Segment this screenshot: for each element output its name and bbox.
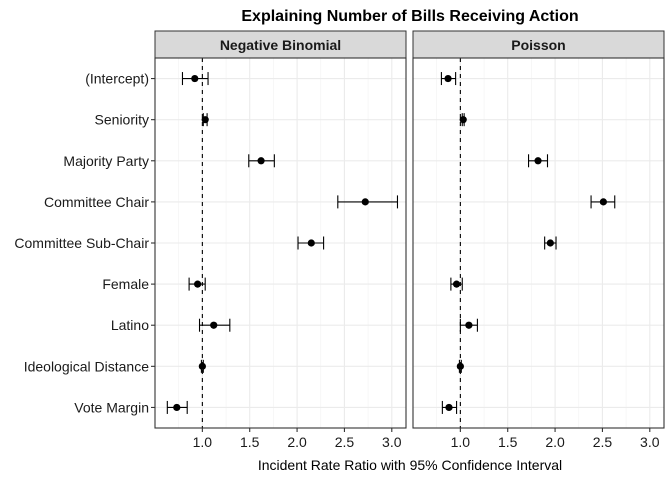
point-intercept — [444, 74, 452, 83]
panel-poisson: Poisson 1.0 1.5 2.0 2.5 3.0 — [412, 30, 665, 450]
strip-label-poisson: Poisson — [511, 37, 565, 53]
y-tick-label-ideological-distance: Ideological Distance — [24, 358, 150, 374]
panel-border — [412, 57, 665, 429]
x-tick-label: 1.0 — [451, 434, 471, 450]
x-tick-label: 3.0 — [640, 434, 660, 450]
point-committee-sub-chair — [307, 239, 315, 247]
point-ideological-distance — [198, 362, 206, 370]
x-tick-label: 3.0 — [382, 434, 402, 450]
facet-panels: Negative Binomial 1.0 1.5 2.0 2.5 3.0 Poisson 1… — [154, 30, 665, 450]
y-axis: (Intercept) Seniority Majority Party Commit… — [14, 71, 155, 415]
strip-label-negative-binomial: Negative Binomial — [220, 37, 341, 53]
x-axis-title: Incident Rate Ratio with 95% Confidence … — [258, 457, 562, 473]
x-tick-label: 1.0 — [193, 434, 213, 450]
chart-title: Explaining Number of Bills Receiving Act… — [241, 8, 578, 25]
point-committee-sub-chair — [546, 239, 554, 247]
point-seniority — [201, 116, 209, 124]
x-tick-label: 2.5 — [335, 434, 355, 450]
y-tick-label-intercept: (Intercept) — [85, 71, 149, 87]
point-ideological-distance — [456, 362, 464, 370]
point-female — [194, 280, 202, 288]
x-tick-label: 2.5 — [593, 434, 613, 450]
point-female — [452, 280, 461, 288]
y-tick-label-latino: Latino — [111, 317, 149, 333]
x-tick-label: 2.0 — [287, 434, 307, 450]
point-majority-party — [534, 157, 542, 165]
x-tick-label: 1.5 — [240, 434, 260, 450]
y-tick-label-committee-chair: Committee Chair — [44, 194, 149, 210]
y-tick-label-committee-sub-chair: Committee Sub-Chair — [14, 235, 149, 251]
point-majority-party — [257, 157, 265, 165]
point-committee-chair — [599, 198, 607, 206]
x-tick-label: 1.5 — [498, 434, 518, 450]
y-tick-label-majority-party: Majority Party — [63, 153, 149, 169]
strip-negative-binomial — [154, 30, 407, 59]
point-vote-margin — [445, 403, 453, 412]
strip-poisson — [412, 30, 665, 59]
x-tick-label: 2.0 — [545, 434, 565, 450]
point-seniority — [459, 116, 467, 124]
point-latino — [210, 321, 218, 329]
point-vote-margin — [173, 403, 181, 412]
y-tick-label-vote-margin: Vote Margin — [74, 399, 149, 415]
y-tick-label-female: Female — [102, 276, 149, 292]
point-committee-chair — [361, 198, 369, 206]
point-intercept — [191, 74, 199, 83]
panel-negative-binomial: Negative Binomial 1.0 1.5 2.0 2.5 3.0 — [154, 30, 407, 450]
point-latino — [465, 321, 473, 329]
y-tick-label-seniority: Seniority — [95, 112, 149, 128]
